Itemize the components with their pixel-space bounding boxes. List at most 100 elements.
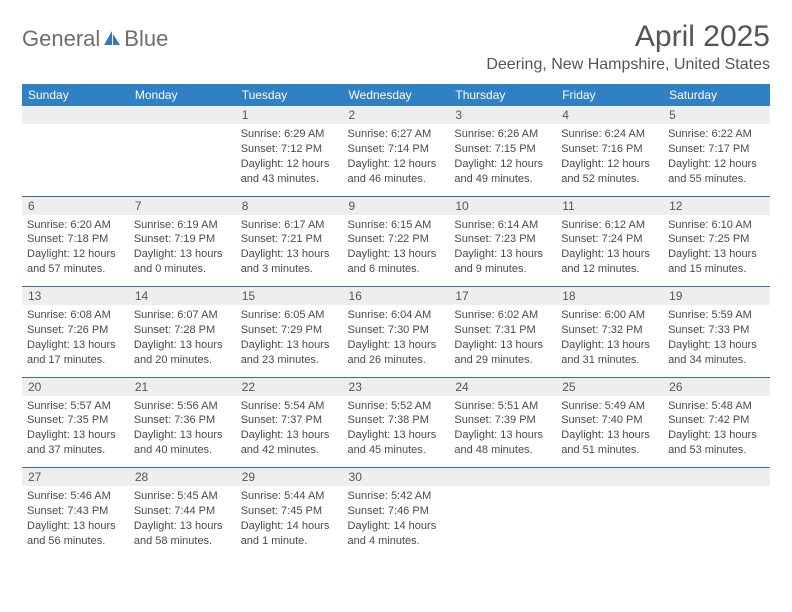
day-content-cell xyxy=(449,486,556,558)
day-content-cell xyxy=(129,124,236,196)
daylight-text: and 46 minutes. xyxy=(348,172,445,187)
day-content-row: Sunrise: 6:20 AMSunset: 7:18 PMDaylight:… xyxy=(22,215,770,287)
day-content-cell: Sunrise: 5:57 AMSunset: 7:35 PMDaylight:… xyxy=(22,396,129,468)
day-number: 15 xyxy=(242,289,255,303)
sunrise-text: Sunrise: 6:17 AM xyxy=(241,218,338,233)
day-content-cell: Sunrise: 5:56 AMSunset: 7:36 PMDaylight:… xyxy=(129,396,236,468)
daylight-text: and 56 minutes. xyxy=(27,534,124,549)
sunset-text: Sunset: 7:44 PM xyxy=(134,504,231,519)
sunset-text: Sunset: 7:45 PM xyxy=(241,504,338,519)
sunset-text: Sunset: 7:14 PM xyxy=(348,142,445,157)
day-number: 8 xyxy=(242,199,249,213)
day-content-cell: Sunrise: 5:46 AMSunset: 7:43 PMDaylight:… xyxy=(22,486,129,558)
sunrise-text: Sunrise: 6:07 AM xyxy=(134,308,231,323)
daylight-text: and 52 minutes. xyxy=(561,172,658,187)
logo: General Blue xyxy=(22,26,168,52)
logo-text-blue: Blue xyxy=(124,26,168,52)
day-number: 6 xyxy=(28,199,35,213)
daylight-text: and 51 minutes. xyxy=(561,443,658,458)
day-content-row: Sunrise: 6:08 AMSunset: 7:26 PM Daylight:… xyxy=(22,305,770,377)
sunset-text: Sunset: 7:25 PM xyxy=(668,232,765,247)
day-number-cell xyxy=(449,468,556,487)
day-number: 10 xyxy=(455,199,468,213)
day-number-cell: 30 xyxy=(343,468,450,487)
sunset-text: Sunset: 7:18 PM xyxy=(27,232,124,247)
daylight-text: Daylight: 13 hours xyxy=(134,519,231,534)
day-content-cell: Sunrise: 6:10 AMSunset: 7:25 PMDaylight:… xyxy=(663,215,770,287)
sunrise-text: Sunrise: 5:48 AM xyxy=(668,399,765,414)
sunrise-text: Sunrise: 6:00 AM xyxy=(561,308,658,323)
sunrise-text: Sunrise: 5:45 AM xyxy=(134,489,231,504)
daylight-text: Daylight: 13 hours xyxy=(668,338,765,353)
day-number: 30 xyxy=(349,470,362,484)
sunrise-text: Sunrise: 6:05 AM xyxy=(241,308,338,323)
day-header: Friday xyxy=(556,84,663,106)
sunset-text: Sunset: 7:46 PM xyxy=(348,504,445,519)
day-content-cell: Sunrise: 6:12 AMSunset: 7:24 PMDaylight:… xyxy=(556,215,663,287)
month-title: April 2025 xyxy=(486,20,770,54)
day-header: Monday xyxy=(129,84,236,106)
day-number: 1 xyxy=(242,108,249,122)
day-content-cell: Sunrise: 6:15 AMSunset: 7:22 PMDaylight:… xyxy=(343,215,450,287)
day-number-cell: 1 xyxy=(236,106,343,124)
sail-icon xyxy=(102,29,122,50)
day-content-cell xyxy=(22,124,129,196)
daylight-text: and 4 minutes. xyxy=(348,534,445,549)
day-content-cell: Sunrise: 5:42 AMSunset: 7:46 PMDaylight:… xyxy=(343,486,450,558)
logo-text-general: General xyxy=(22,26,100,52)
day-number-cell xyxy=(22,106,129,124)
sunrise-text: Sunrise: 5:44 AM xyxy=(241,489,338,504)
day-number-cell: 14 xyxy=(129,287,236,306)
day-content-cell: Sunrise: 6:02 AMSunset: 7:31 PMDaylight:… xyxy=(449,305,556,377)
daylight-text: and 40 minutes. xyxy=(134,443,231,458)
day-content-cell: Sunrise: 6:08 AMSunset: 7:26 PMDaylight:… xyxy=(22,305,129,377)
day-content-cell: Sunrise: 5:44 AMSunset: 7:45 PMDaylight:… xyxy=(236,486,343,558)
sunrise-text: Sunrise: 5:51 AM xyxy=(454,399,551,414)
sunrise-text: Sunrise: 6:14 AM xyxy=(454,218,551,233)
day-number-cell: 9 xyxy=(343,196,450,215)
day-content-cell: Sunrise: 6:20 AMSunset: 7:18 PMDaylight:… xyxy=(22,215,129,287)
sunset-text: Sunset: 7:29 PM xyxy=(241,323,338,338)
daylight-text: Daylight: 13 hours xyxy=(454,428,551,443)
sunset-text: Sunset: 7:21 PM xyxy=(241,232,338,247)
day-number-cell: 7 xyxy=(129,196,236,215)
day-content-cell: Sunrise: 6:26 AMSunset: 7:15 PMDaylight:… xyxy=(449,124,556,196)
daylight-text: Daylight: 12 hours xyxy=(348,157,445,172)
sunset-text: Sunset: 7:32 PM xyxy=(561,323,658,338)
sunrise-text: Sunrise: 6:08 AM xyxy=(27,308,124,323)
daylight-text: Daylight: 13 hours xyxy=(241,247,338,262)
sunset-text: Sunset: 7:26 PM xyxy=(27,323,124,338)
sunrise-text: Sunrise: 6:27 AM xyxy=(348,127,445,142)
day-content-row: Sunrise: 6:29 AMSunset: 7:12 PMDaylight:… xyxy=(22,124,770,196)
day-number-row: 6 78 9 10 11 12 xyxy=(22,196,770,215)
daylight-text: Daylight: 13 hours xyxy=(668,428,765,443)
day-number: 11 xyxy=(562,199,574,213)
sunset-text: Sunset: 7:37 PM xyxy=(241,413,338,428)
daylight-text: and 55 minutes. xyxy=(668,172,765,187)
daylight-text: Daylight: 13 hours xyxy=(27,428,124,443)
day-number-cell: 12 xyxy=(663,196,770,215)
day-header: Wednesday xyxy=(343,84,450,106)
sunset-text: Sunset: 7:15 PM xyxy=(454,142,551,157)
day-number-cell: 27 xyxy=(22,468,129,487)
day-number: 9 xyxy=(349,199,356,213)
day-number: 3 xyxy=(455,108,462,122)
sunset-text: Sunset: 7:24 PM xyxy=(561,232,658,247)
daylight-text: Daylight: 13 hours xyxy=(134,338,231,353)
header-right: April 2025 Deering, New Hampshire, Unite… xyxy=(486,20,770,74)
day-content-cell: Sunrise: 6:04 AMSunset: 7:30 PMDaylight:… xyxy=(343,305,450,377)
daylight-text: Daylight: 13 hours xyxy=(454,247,551,262)
daylight-text: and 12 minutes. xyxy=(561,262,658,277)
day-number-cell: 29 xyxy=(236,468,343,487)
day-number-cell: 23 xyxy=(343,377,450,396)
day-number-row: 272829 30 xyxy=(22,468,770,487)
sunset-text: Sunset: 7:39 PM xyxy=(454,413,551,428)
daylight-text: Daylight: 13 hours xyxy=(561,338,658,353)
day-number-cell: 26 xyxy=(663,377,770,396)
day-content-cell: Sunrise: 5:54 AMSunset: 7:37 PMDaylight:… xyxy=(236,396,343,468)
day-number-cell: 21 xyxy=(129,377,236,396)
daylight-text: and 29 minutes. xyxy=(454,353,551,368)
sunset-text: Sunset: 7:16 PM xyxy=(561,142,658,157)
day-number-cell: 28 xyxy=(129,468,236,487)
daylight-text: and 53 minutes. xyxy=(668,443,765,458)
